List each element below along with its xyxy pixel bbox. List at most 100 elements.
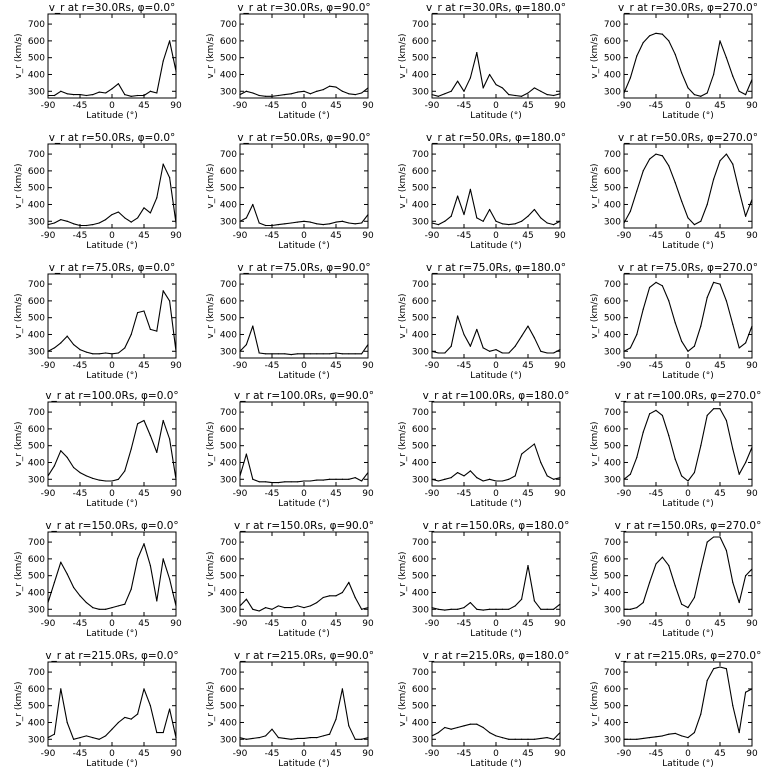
data-point <box>92 737 94 739</box>
y-axis-label: v_r (km/s) <box>590 293 600 338</box>
x-axis-label: Latitude (°) <box>278 629 329 639</box>
data-point <box>53 581 56 584</box>
y-tick-label: 400 <box>604 588 621 598</box>
y-tick-label: 400 <box>412 200 429 210</box>
x-tick-label: 45 <box>330 101 341 111</box>
data-point <box>713 408 715 410</box>
data-point <box>508 94 510 96</box>
data-point <box>674 732 676 735</box>
y-tick-label: 700 <box>220 538 237 548</box>
data-point <box>495 83 497 86</box>
x-tick-label: 45 <box>138 101 149 111</box>
y-tick-label: 500 <box>412 702 429 712</box>
data-point <box>297 353 299 355</box>
data-point <box>60 342 62 344</box>
data-point <box>156 731 158 734</box>
y-axis-label: v_r (km/s) <box>398 681 408 726</box>
data-point <box>508 738 510 740</box>
data-point <box>719 536 721 538</box>
data-point <box>521 220 523 222</box>
data-point <box>431 94 433 96</box>
data-point <box>169 177 171 179</box>
y-tick-label: 300 <box>220 735 237 745</box>
data-point <box>649 581 651 584</box>
x-tick-label: -90 <box>41 101 56 111</box>
data-point <box>348 725 350 727</box>
data-point <box>290 93 292 95</box>
x-tick-label: 45 <box>522 361 533 371</box>
plot-frame <box>47 143 177 229</box>
data-point <box>258 610 260 612</box>
y-tick-label: 300 <box>412 87 429 97</box>
data-point <box>700 568 702 570</box>
x-tick-label: 0 <box>685 489 691 499</box>
data-point <box>527 565 529 567</box>
data-point <box>92 224 94 226</box>
data-point <box>348 353 350 355</box>
data-point <box>297 221 299 223</box>
y-tick-label: 500 <box>604 572 621 582</box>
data-point <box>53 94 56 97</box>
x-tick-label: 0 <box>685 101 691 111</box>
x-tick-label: 90 <box>746 361 758 371</box>
data-point <box>450 345 452 347</box>
y-tick-label: 300 <box>412 605 429 615</box>
data-point <box>553 224 555 226</box>
data-point <box>239 475 241 477</box>
data-point <box>175 605 177 607</box>
data-point <box>706 203 708 206</box>
x-tick-label: -90 <box>41 749 56 759</box>
data-point <box>79 349 81 351</box>
x-axis-label: Latitude (°) <box>470 499 521 509</box>
data-point <box>149 90 151 92</box>
data-point <box>745 691 747 693</box>
y-tick-label: 500 <box>220 54 237 64</box>
plot-frame <box>431 13 561 99</box>
data-point <box>258 352 260 354</box>
panel: v_r at r=50.0Rs, φ=0.0° -90 -45 0 45 90 300 400… <box>14 132 182 251</box>
x-tick-label: 0 <box>109 231 115 241</box>
y-tick-label: 500 <box>604 54 621 64</box>
y-tick-label: 500 <box>28 572 45 582</box>
y-tick-label: 500 <box>220 184 237 194</box>
data-point <box>457 195 459 197</box>
data-point <box>533 337 536 339</box>
data-point <box>284 481 286 483</box>
panel: v_r at r=215.0Rs, φ=90.0° -90 -45 0 45 90 300 4… <box>206 650 374 768</box>
panel: v_r at r=50.0Rs, φ=90.0° -90 -45 0 45 90 300 40… <box>206 132 374 251</box>
data-point <box>450 728 452 730</box>
y-tick-label: 500 <box>604 442 621 452</box>
y-axis-label: v_r (km/s) <box>398 163 408 208</box>
data-point <box>713 178 715 180</box>
data-point <box>444 478 446 480</box>
data-point <box>553 352 555 354</box>
y-axis-label: v_r (km/s) <box>206 551 216 596</box>
y-tick-label: 500 <box>28 54 45 64</box>
data-point <box>149 212 151 214</box>
y-tick-label: 300 <box>28 87 45 97</box>
data-point <box>514 223 516 225</box>
y-tick-label: 600 <box>28 555 45 565</box>
y-axis-label: v_r (km/s) <box>398 293 408 338</box>
y-tick-label: 500 <box>412 184 429 194</box>
data-point <box>489 350 491 352</box>
x-tick-label: 45 <box>714 231 725 241</box>
data-point <box>642 431 644 433</box>
y-tick-label: 500 <box>220 702 237 712</box>
data-point <box>348 478 350 480</box>
y-tick-label: 700 <box>220 20 237 30</box>
x-tick-label: 90 <box>554 749 566 759</box>
x-axis-label: Latitude (°) <box>470 241 521 251</box>
data-point <box>623 738 625 740</box>
data-point <box>303 607 305 609</box>
x-tick-label: 45 <box>522 619 533 629</box>
data-point <box>284 353 286 355</box>
y-tick-label: 600 <box>28 37 45 47</box>
x-tick-label: -90 <box>425 619 440 629</box>
x-tick-label: -90 <box>425 101 440 111</box>
x-tick-label: 45 <box>714 489 725 499</box>
data-point <box>124 603 126 605</box>
data-point <box>303 90 305 92</box>
data-point <box>559 349 561 351</box>
y-tick-label: 400 <box>604 70 621 80</box>
